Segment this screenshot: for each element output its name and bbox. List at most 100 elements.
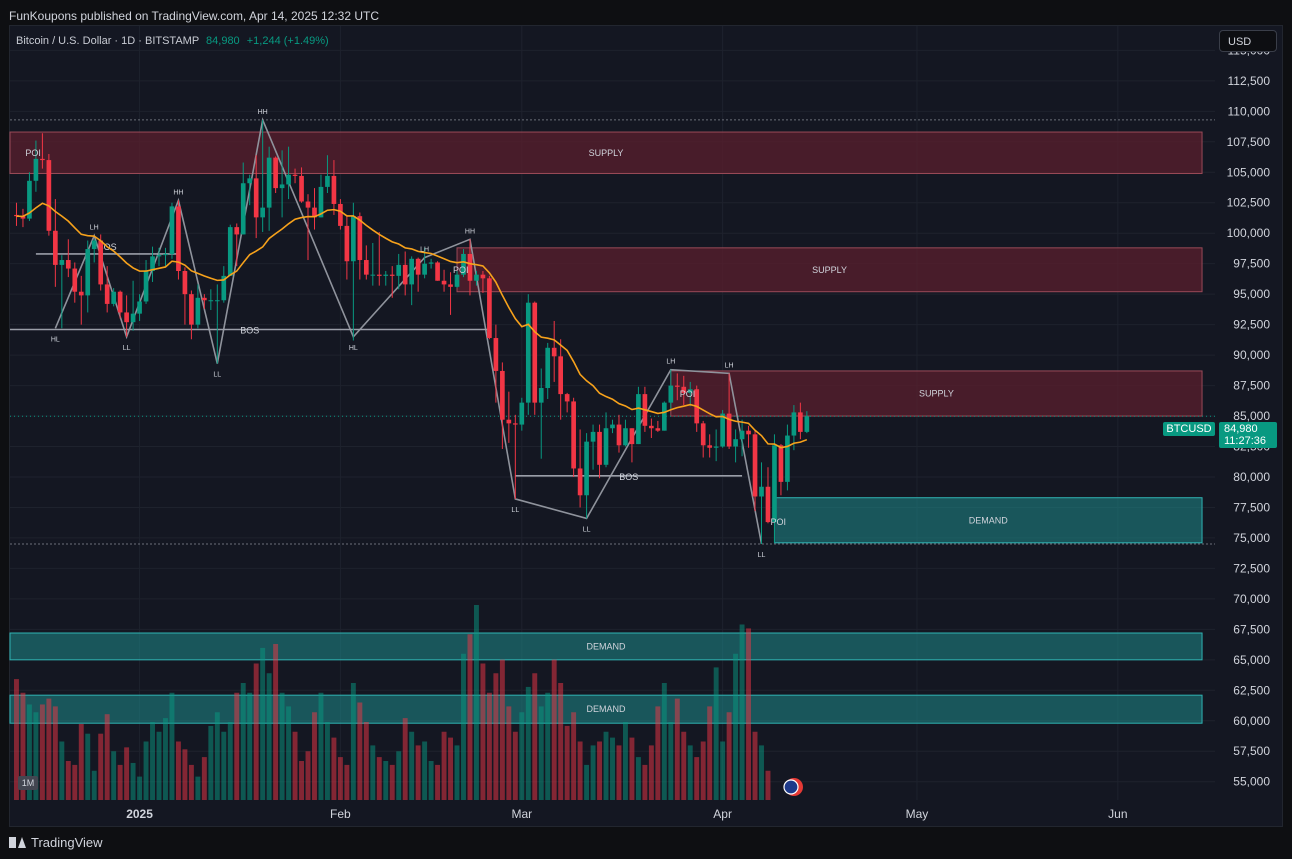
- candle-body: [461, 253, 466, 275]
- candle-body: [512, 423, 518, 425]
- top-bar: FunKoupons published on TradingView.com,…: [0, 0, 1292, 30]
- candle-body: [221, 275, 227, 301]
- volume-bar: [564, 725, 570, 800]
- volume-bar: [571, 712, 577, 800]
- y-tick-label: 112,500: [1228, 74, 1271, 88]
- y-tick-label: 90,000: [1233, 348, 1270, 362]
- candle-body: [661, 402, 667, 431]
- candle-body: [480, 274, 486, 279]
- y-tick-label: 102,500: [1227, 196, 1271, 210]
- candle-body: [143, 270, 149, 302]
- candle-body: [234, 227, 240, 235]
- candle-body: [389, 274, 395, 276]
- volume-bar: [648, 745, 654, 800]
- volume-bar: [350, 683, 356, 800]
- candle-body: [558, 356, 564, 395]
- volume-bar: [655, 706, 661, 800]
- price-tag-countdown: 11:27:36: [1224, 435, 1267, 447]
- candle-body: [649, 425, 654, 429]
- candle-body: [325, 175, 330, 187]
- volume-bar: [279, 692, 285, 800]
- volume-bar: [506, 706, 512, 800]
- price-tag-price: 84,980: [1224, 423, 1258, 435]
- volume-bar: [137, 776, 143, 800]
- volume-bar: [726, 712, 732, 800]
- volume-bar: [448, 737, 453, 800]
- candle-body: [454, 274, 460, 287]
- candle-body: [312, 207, 317, 218]
- volume-bar: [130, 762, 136, 800]
- volume-bar: [428, 761, 434, 800]
- candle-body: [59, 260, 65, 265]
- y-tick-label: 87,500: [1233, 379, 1270, 393]
- volume-bar: [720, 741, 726, 800]
- candle-body: [260, 207, 265, 218]
- candle-body: [681, 386, 687, 393]
- volume-bar: [240, 683, 246, 800]
- poi-label: POI: [680, 389, 696, 399]
- volume-bar: [759, 745, 764, 800]
- price-tag-box: 84,980 11:27:36: [1219, 422, 1277, 448]
- volume-bar: [739, 624, 745, 800]
- candle-body: [590, 431, 596, 442]
- y-tick-label: 62,500: [1233, 683, 1270, 697]
- demand-zone: [773, 497, 1203, 544]
- symbol-title: Bitcoin / U.S. Dollar · 1D · BITSTAMP: [16, 35, 199, 47]
- supply-zone: [670, 370, 1203, 417]
- candle-body: [266, 157, 272, 208]
- volume-bar: [195, 776, 201, 800]
- candle-body: [91, 240, 97, 250]
- candle-body: [402, 264, 408, 285]
- timeframe-badge[interactable]: 1M: [18, 776, 38, 790]
- y-tick-label: 67,500: [1233, 622, 1270, 636]
- volume-bar: [635, 757, 641, 800]
- price-tag-symbol: BTCUSD: [1163, 422, 1215, 436]
- y-tick-label: 55,000: [1233, 775, 1270, 789]
- volume-bar: [422, 741, 428, 800]
- x-tick-label: Jun: [1108, 807, 1127, 821]
- volume-bar: [111, 751, 117, 800]
- y-tick-label: 85,000: [1233, 409, 1270, 423]
- volume-bar: [357, 702, 363, 800]
- last-price: 84,980: [206, 35, 240, 47]
- volume-bar: [590, 745, 596, 800]
- volume-bar: [305, 751, 311, 800]
- volume-bar: [344, 764, 350, 800]
- supply-zone-label: SUPPLY: [919, 388, 954, 398]
- volume-bar: [370, 745, 376, 800]
- candle-body: [765, 486, 771, 523]
- candle-body: [104, 284, 110, 304]
- volume-bar: [473, 605, 479, 800]
- candle-body: [687, 389, 693, 393]
- volume-bar: [733, 653, 739, 800]
- volume-bar: [577, 741, 583, 800]
- volume-bar: [681, 731, 687, 800]
- candle-body: [176, 206, 181, 271]
- volume-bar: [532, 673, 538, 800]
- swing-label: LH: [725, 362, 734, 369]
- bos-label: BOS: [240, 326, 259, 336]
- volume-bar: [435, 764, 441, 800]
- candle-body: [597, 431, 602, 465]
- currency-button[interactable]: USD: [1219, 30, 1277, 52]
- candle-body: [182, 270, 188, 295]
- candle-body: [759, 486, 764, 497]
- volume-bar: [65, 761, 71, 800]
- y-tick-label: 107,500: [1227, 135, 1271, 149]
- candle-body: [798, 412, 803, 432]
- demand-zone: [9, 632, 1203, 661]
- candle-body: [331, 175, 337, 204]
- y-tick-label: 65,000: [1233, 653, 1270, 667]
- candle-body: [137, 301, 142, 314]
- supply-zone-label: SUPPLY: [589, 148, 624, 158]
- candle-body: [318, 186, 324, 218]
- volume-bar: [318, 692, 324, 800]
- candle-body: [40, 158, 45, 161]
- candle-body: [778, 445, 784, 482]
- swing-label: HL: [51, 336, 60, 343]
- tradingview-logo[interactable]: TradingView: [9, 835, 103, 850]
- swing-label: LL: [123, 345, 131, 352]
- candle-body: [163, 253, 168, 256]
- volume-bar: [85, 733, 91, 800]
